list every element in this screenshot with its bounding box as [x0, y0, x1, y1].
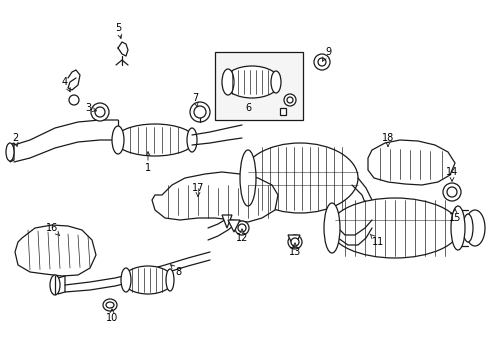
- Text: 10: 10: [106, 309, 118, 323]
- Ellipse shape: [235, 221, 248, 235]
- Ellipse shape: [446, 187, 456, 197]
- Polygon shape: [152, 172, 278, 222]
- Ellipse shape: [103, 299, 117, 311]
- Text: 8: 8: [170, 265, 181, 277]
- Ellipse shape: [284, 94, 295, 106]
- Ellipse shape: [464, 210, 484, 246]
- Ellipse shape: [324, 203, 339, 253]
- Ellipse shape: [224, 66, 280, 98]
- Ellipse shape: [287, 235, 302, 249]
- Ellipse shape: [462, 214, 472, 242]
- Text: 12: 12: [235, 229, 248, 243]
- Ellipse shape: [290, 238, 298, 246]
- Ellipse shape: [317, 58, 325, 66]
- Ellipse shape: [242, 143, 357, 213]
- Polygon shape: [280, 108, 285, 115]
- Ellipse shape: [329, 198, 459, 258]
- Ellipse shape: [450, 206, 464, 250]
- Polygon shape: [287, 235, 299, 248]
- Text: 3: 3: [85, 103, 96, 113]
- Text: 15: 15: [448, 209, 460, 223]
- Ellipse shape: [313, 54, 329, 70]
- Text: 1: 1: [144, 152, 151, 173]
- Ellipse shape: [286, 97, 292, 103]
- Polygon shape: [227, 220, 240, 232]
- Text: 14: 14: [445, 167, 457, 181]
- Text: 4: 4: [62, 77, 70, 92]
- Text: 13: 13: [288, 243, 301, 257]
- Ellipse shape: [95, 107, 105, 117]
- Ellipse shape: [115, 124, 195, 156]
- Text: 16: 16: [46, 223, 60, 236]
- Text: 7: 7: [191, 93, 198, 107]
- Text: 9: 9: [322, 47, 330, 61]
- Text: 18: 18: [381, 133, 393, 147]
- Polygon shape: [58, 276, 65, 294]
- Ellipse shape: [270, 71, 281, 93]
- Ellipse shape: [240, 150, 256, 206]
- Ellipse shape: [165, 269, 174, 291]
- Ellipse shape: [121, 268, 131, 292]
- Ellipse shape: [190, 102, 209, 122]
- Ellipse shape: [106, 302, 114, 308]
- Ellipse shape: [186, 128, 197, 152]
- Text: 17: 17: [191, 183, 204, 196]
- Polygon shape: [15, 225, 96, 276]
- Bar: [215, 52, 303, 120]
- Ellipse shape: [222, 69, 234, 95]
- Text: 11: 11: [369, 234, 384, 247]
- Ellipse shape: [50, 275, 60, 295]
- Polygon shape: [222, 215, 231, 228]
- Ellipse shape: [6, 143, 14, 161]
- Text: 6: 6: [244, 103, 250, 113]
- Ellipse shape: [91, 103, 109, 121]
- Ellipse shape: [238, 224, 245, 232]
- Ellipse shape: [69, 95, 79, 105]
- Ellipse shape: [442, 183, 460, 201]
- Polygon shape: [367, 140, 454, 185]
- Ellipse shape: [194, 106, 205, 118]
- Ellipse shape: [123, 266, 173, 294]
- Text: 5: 5: [115, 23, 122, 39]
- Ellipse shape: [112, 126, 124, 154]
- Polygon shape: [10, 143, 14, 162]
- Text: 2: 2: [12, 133, 18, 147]
